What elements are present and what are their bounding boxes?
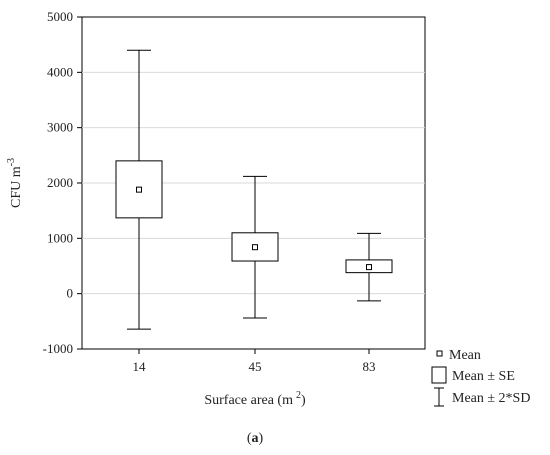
y-tick-label: -1000 xyxy=(43,341,73,356)
y-tick-label: 0 xyxy=(67,286,74,301)
x-tick-label: 83 xyxy=(363,359,376,374)
mean-marker xyxy=(136,186,142,193)
y-axis-ticks: -1000 0 1000 2000 3000 4000 5000 xyxy=(43,9,82,356)
y-tick-label: 4000 xyxy=(47,64,73,79)
x-axis-title-suffix: ) xyxy=(301,393,306,408)
y-axis-title-superscript: -3 xyxy=(6,158,17,166)
legend-sd-label: Mean ± 2*SD xyxy=(452,391,530,406)
y-tick-label: 1000 xyxy=(47,230,73,245)
legend: Mean Mean ± SE Mean ± 2*SD xyxy=(431,348,530,407)
figure-caption: (a) xyxy=(247,431,264,446)
y-tick-label: 2000 xyxy=(47,175,73,190)
y-tick-label: 5000 xyxy=(47,9,73,24)
caption-letter: a xyxy=(252,431,259,446)
caption-open: ( xyxy=(247,431,252,446)
mean-marker xyxy=(366,264,372,271)
x-axis-ticks: 14 45 83 xyxy=(133,349,376,374)
legend-se-marker xyxy=(431,366,447,384)
x-tick-label: 14 xyxy=(133,359,147,374)
x-tick-label: 45 xyxy=(249,359,262,374)
legend-mean-marker xyxy=(436,350,443,357)
y-axis-title: CFU m-3 xyxy=(6,158,24,208)
caption-close: ) xyxy=(259,431,264,446)
x-axis-title: Surface area (m 2) xyxy=(204,390,306,408)
y-axis-title-text: CFU m xyxy=(9,166,24,208)
y-tick-label: 3000 xyxy=(47,120,73,135)
box-group-14 xyxy=(115,49,163,330)
box-group-83 xyxy=(345,232,393,302)
legend-mean-label: Mean xyxy=(449,348,481,363)
legend-se-label: Mean ± SE xyxy=(452,369,515,384)
box-group-45 xyxy=(231,175,279,319)
x-axis-title-text: Surface area (m xyxy=(204,393,293,408)
x-axis-title-superscript: 2 xyxy=(296,390,301,401)
mean-marker xyxy=(252,244,258,251)
box-series xyxy=(115,49,393,330)
